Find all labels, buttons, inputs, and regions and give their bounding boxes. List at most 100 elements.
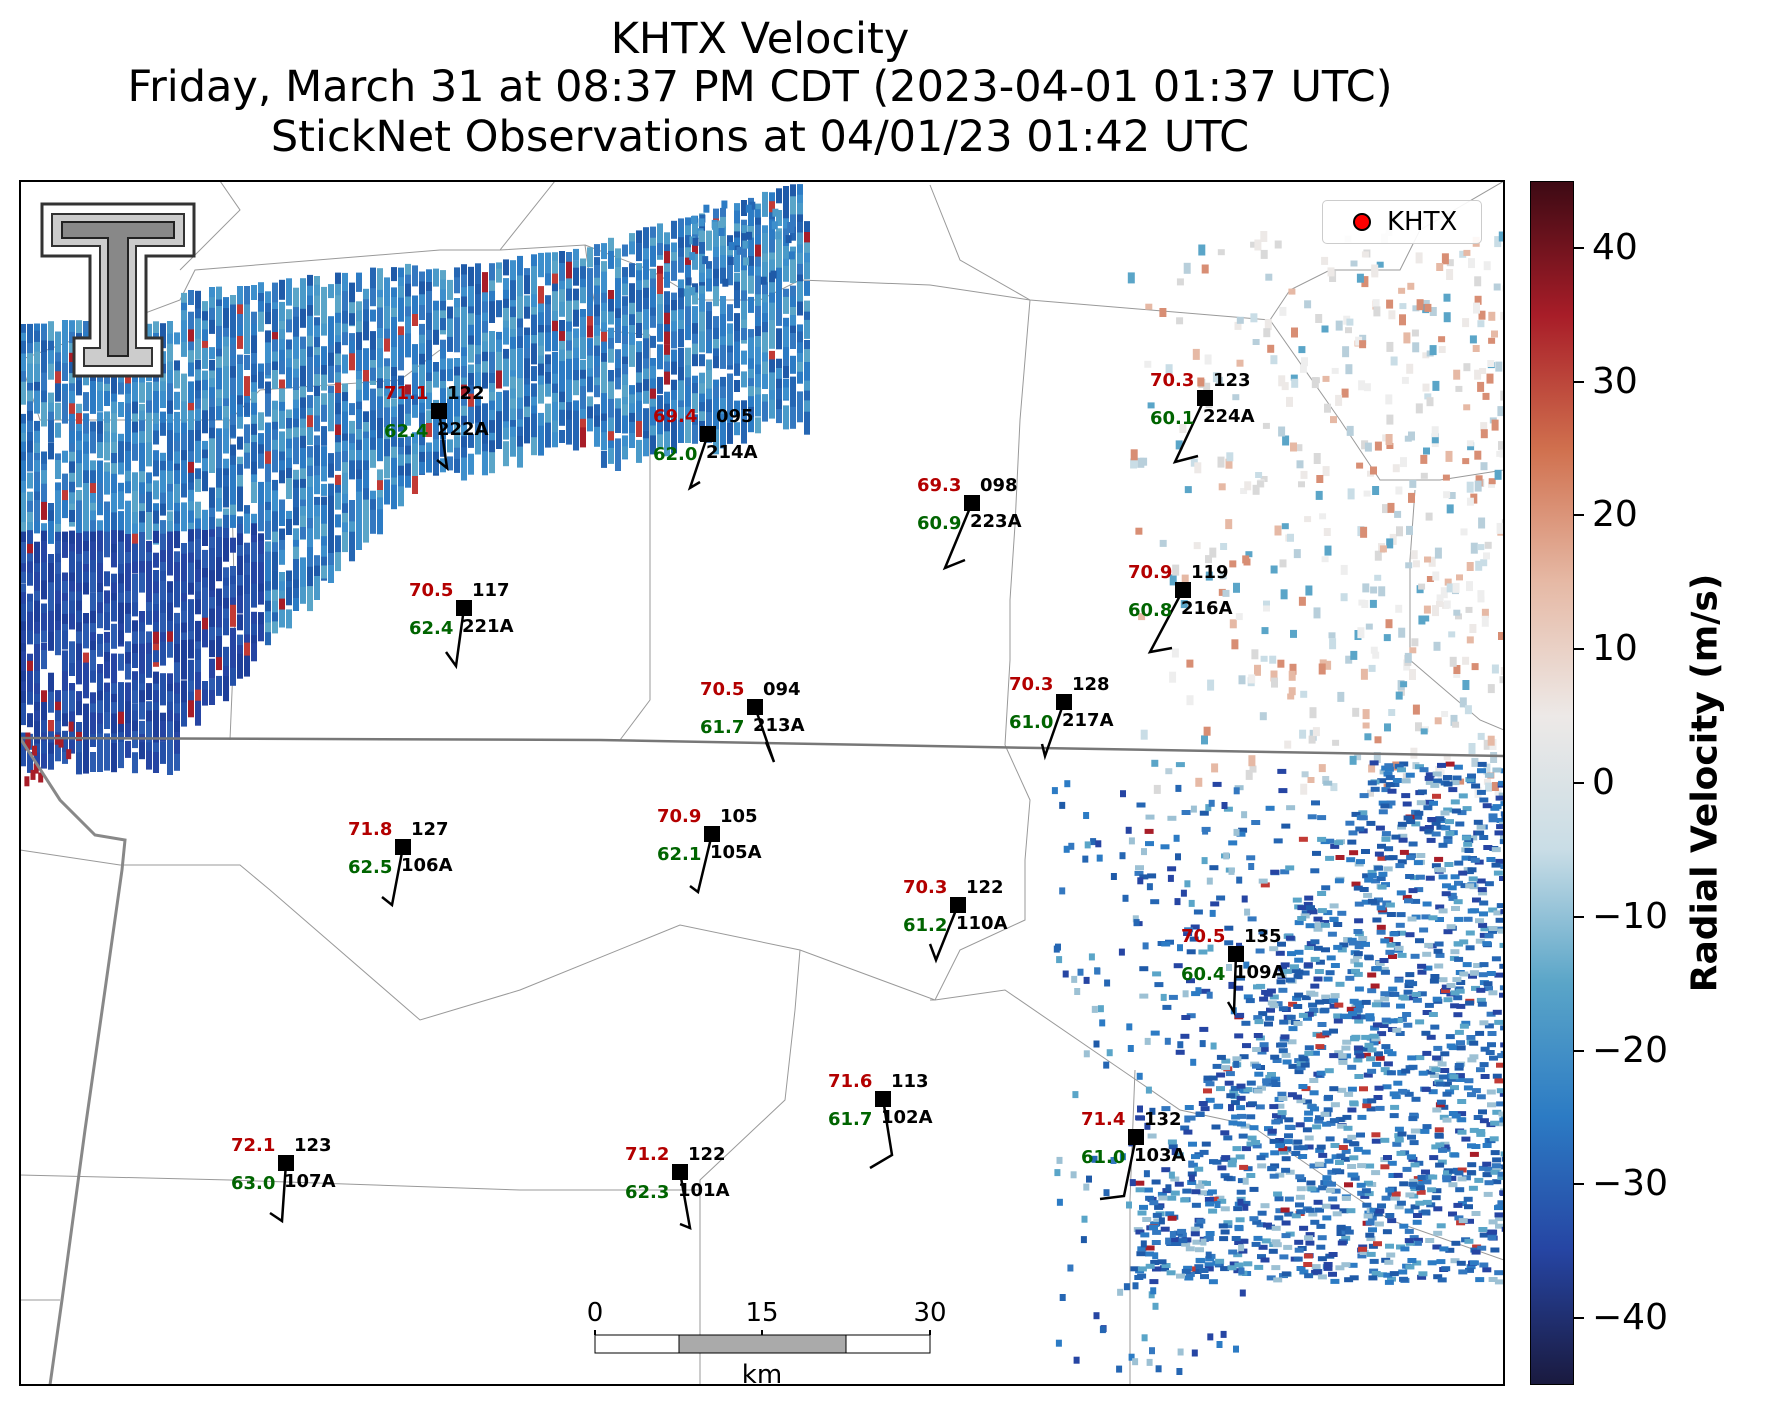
colorbar-tick xyxy=(1574,1317,1584,1320)
station-id: 214A xyxy=(706,442,758,463)
station-marker-icon xyxy=(278,1155,294,1171)
colorbar-label: Radial Velocity (m/s) xyxy=(1684,573,1726,993)
station-dewpoint: 61.7 xyxy=(828,1109,872,1130)
state-boundaries xyxy=(20,736,1504,758)
wind-barb-icon xyxy=(436,410,449,471)
station-temperature: 70.9 xyxy=(657,806,701,827)
station-dewpoint: 60.8 xyxy=(1128,600,1172,621)
colorbar-tick xyxy=(1574,782,1584,784)
station-id: 102A xyxy=(881,1107,933,1128)
station-102A[interactable]: 71.6 113 61.7 102A xyxy=(828,1071,933,1170)
station-223A[interactable]: 69.3 098 60.9 223A xyxy=(917,475,1022,571)
station-marker-icon xyxy=(1197,390,1213,406)
wind-barb-icon xyxy=(1099,1136,1138,1201)
wind-barb-icon xyxy=(1040,701,1066,761)
station-dewpoint: 62.0 xyxy=(653,444,697,465)
station-dewpoint: 62.4 xyxy=(384,421,428,442)
station-pressure: 128 xyxy=(1072,674,1110,695)
wind-barb-icon xyxy=(928,904,960,964)
station-id: 217A xyxy=(1062,710,1114,731)
wind-barb-icon xyxy=(381,846,405,908)
station-109A[interactable]: 70.5 135 60.4 109A xyxy=(1181,926,1286,1017)
colorbar-tick xyxy=(1574,648,1584,651)
colorbar-tick-label: −10 xyxy=(1592,895,1668,937)
wind-barb-icon xyxy=(269,1162,288,1224)
scale-unit: km xyxy=(741,1360,783,1390)
station-id: 107A xyxy=(284,1171,336,1192)
station-222A[interactable]: 71.1 122 62.4 222A xyxy=(384,383,489,471)
station-temperature: 70.9 xyxy=(1128,562,1172,583)
station-103A[interactable]: 71.4 132 61.0 103A xyxy=(1081,1109,1186,1201)
station-temperature: 70.5 xyxy=(409,580,453,601)
station-temperature: 69.4 xyxy=(653,406,697,427)
colorbar-tick-label: −30 xyxy=(1592,1163,1668,1205)
station-temperature: 70.5 xyxy=(700,679,744,700)
station-dewpoint: 62.1 xyxy=(657,844,701,865)
station-213A[interactable]: 70.5 094 61.7 213A xyxy=(700,679,805,763)
colorbar-tick-label: −20 xyxy=(1592,1029,1668,1071)
station-pressure: 127 xyxy=(411,819,449,840)
station-110A[interactable]: 70.3 122 61.2 110A xyxy=(903,877,1008,964)
colorbar-tick-label: 0 xyxy=(1592,762,1615,803)
station-id: 105A xyxy=(710,842,762,863)
wind-barb-icon xyxy=(1172,397,1207,464)
colorbar-tick-label: 40 xyxy=(1592,226,1638,268)
station-marker-icon xyxy=(964,495,980,511)
wind-barb-icon xyxy=(678,1171,692,1230)
colorbar-tick xyxy=(1574,514,1584,517)
station-marker-icon xyxy=(1056,694,1072,710)
station-marker-icon xyxy=(704,826,720,842)
station-224A[interactable]: 70.3 123 60.1 224A xyxy=(1150,370,1255,464)
station-216A[interactable]: 70.9 119 60.8 216A xyxy=(1128,562,1233,654)
station-id: 101A xyxy=(678,1180,730,1201)
station-106A[interactable]: 71.8 127 62.5 106A xyxy=(348,819,453,908)
station-pressure: 095 xyxy=(716,406,754,427)
station-temperature: 70.3 xyxy=(1150,370,1194,391)
radar-site-marker-icon xyxy=(1353,213,1371,231)
station-marker-icon xyxy=(1128,1129,1144,1145)
station-217A[interactable]: 70.3 128 61.0 217A xyxy=(1009,674,1114,761)
station-temperature: 69.3 xyxy=(917,475,961,496)
colorbar-tick-label: 30 xyxy=(1592,360,1638,402)
station-marker-icon xyxy=(875,1091,891,1107)
station-temperature: 70.3 xyxy=(1009,674,1053,695)
station-dewpoint: 62.3 xyxy=(625,1182,669,1203)
station-pressure: 123 xyxy=(1213,370,1251,391)
map-legend: KHTX xyxy=(1322,200,1482,244)
velocity-colorbar xyxy=(1530,181,1574,1385)
station-dewpoint: 62.5 xyxy=(348,857,392,878)
wind-barb-icon xyxy=(1226,953,1238,1017)
station-id: 103A xyxy=(1134,1145,1186,1166)
wind-barb-icon xyxy=(869,1098,894,1170)
station-id: 222A xyxy=(437,419,489,440)
station-pressure: 122 xyxy=(688,1144,726,1165)
station-id: 109A xyxy=(1234,962,1286,983)
station-221A[interactable]: 70.5 117 62.4 221A xyxy=(409,580,514,670)
station-id: 223A xyxy=(970,511,1022,532)
colorbar-tick xyxy=(1574,915,1584,918)
station-pressure: 105 xyxy=(720,806,758,827)
station-107A[interactable]: 72.1 123 63.0 107A xyxy=(231,1135,336,1224)
station-temperature: 71.4 xyxy=(1081,1109,1125,1130)
station-dewpoint: 61.2 xyxy=(903,915,947,936)
colorbar-tick xyxy=(1574,246,1584,249)
station-temperature: 70.5 xyxy=(1181,926,1225,947)
wind-barb-icon xyxy=(753,706,776,763)
station-pressure: 098 xyxy=(980,475,1018,496)
station-dewpoint: 60.9 xyxy=(917,513,961,534)
title-line-3: StickNet Observations at 04/01/23 01:42 … xyxy=(270,112,1250,162)
station-id: 106A xyxy=(401,855,453,876)
station-214A[interactable]: 69.4 095 62.0 214A xyxy=(653,406,758,491)
legend-label: KHTX xyxy=(1387,207,1458,237)
station-101A[interactable]: 71.2 122 62.3 101A xyxy=(625,1144,730,1230)
scale-tick-30: 30 xyxy=(913,1298,947,1328)
station-dewpoint: 62.4 xyxy=(409,618,453,639)
sticknet-stations-layer: 71.1 122 62.4 222A 69.4 095 62.0 214A 69.3 098 60.… xyxy=(231,370,1286,1230)
station-temperature: 71.6 xyxy=(828,1071,872,1092)
station-pressure: 119 xyxy=(1191,562,1229,583)
station-marker-icon xyxy=(431,403,447,419)
station-105A[interactable]: 70.9 105 62.1 105A xyxy=(657,806,762,895)
station-pressure: 113 xyxy=(891,1071,929,1092)
station-temperature: 71.2 xyxy=(625,1144,669,1165)
